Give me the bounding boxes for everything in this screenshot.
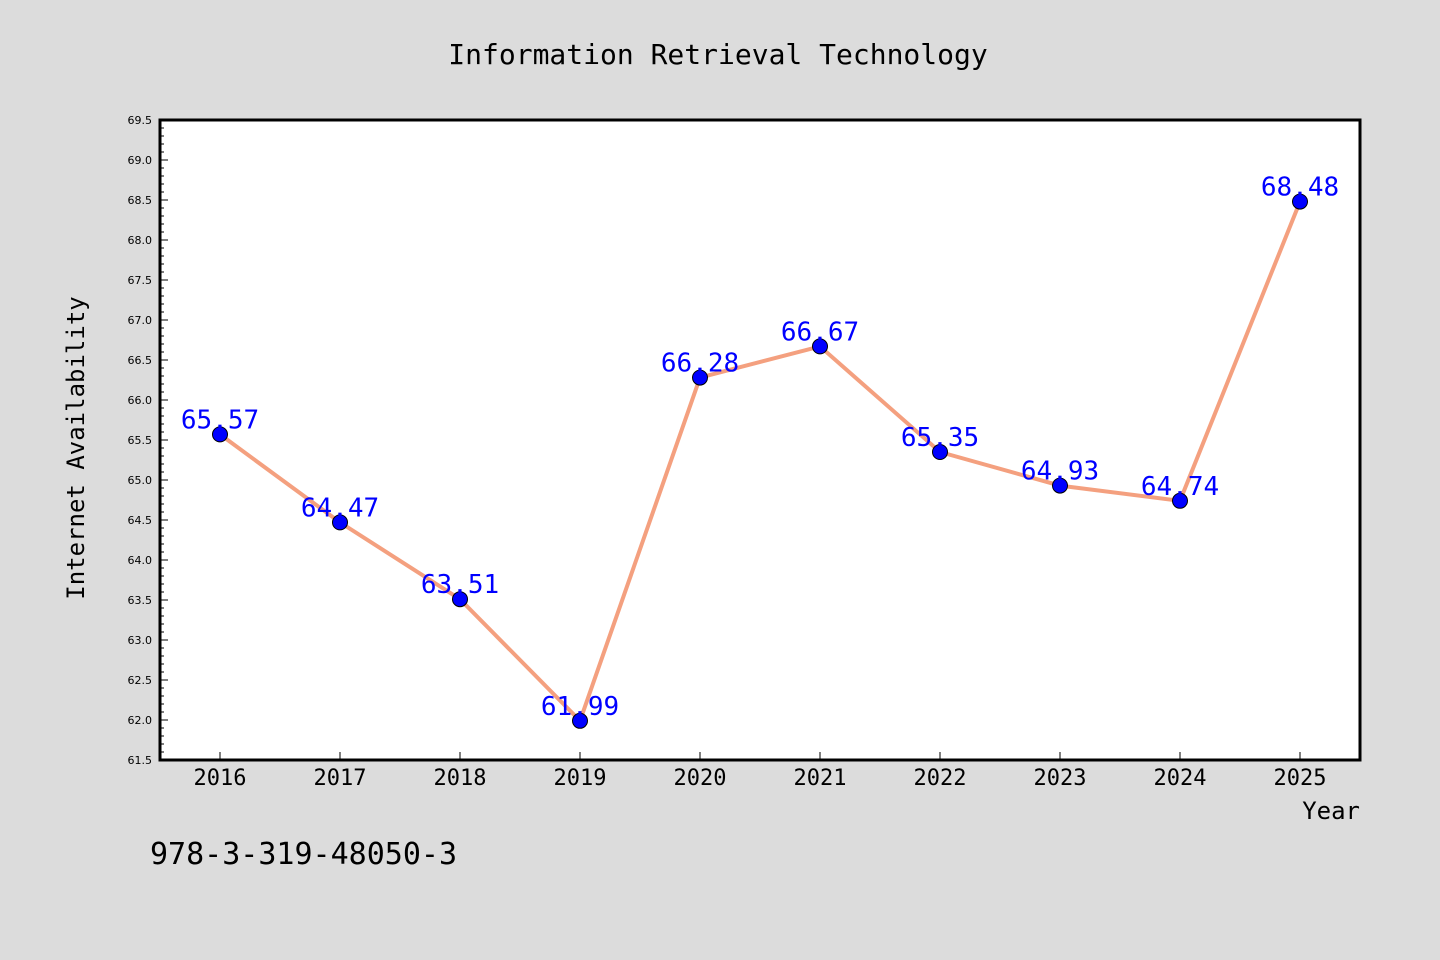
data-label: 66.67 [781, 317, 859, 347]
x-axis-label: Year [1302, 797, 1360, 825]
y-tick-label: 64.0 [128, 554, 153, 567]
data-label: 64.74 [1141, 472, 1219, 502]
data-label: 61.99 [541, 692, 619, 722]
y-tick-label: 64.5 [128, 514, 153, 527]
y-tick-label: 68.0 [128, 234, 153, 247]
y-tick-label: 65.0 [128, 474, 153, 487]
x-axis: 2016 2017 2018 2019 2020 2021 2022 2023 2024 2025 [194, 752, 1327, 791]
x-tick-label: 2020 [674, 766, 727, 791]
y-tick-label: 67.0 [128, 314, 153, 327]
series-markers [212, 193, 1308, 729]
x-tick-label: 2024 [1154, 766, 1207, 791]
data-label: 65.35 [901, 423, 979, 453]
data-point [812, 338, 828, 355]
data-point [1052, 477, 1068, 494]
data-point [212, 426, 228, 443]
data-label: 65.57 [181, 405, 259, 435]
data-point [452, 591, 468, 608]
data-point [572, 712, 588, 729]
y-tick-label: 62.5 [128, 674, 153, 687]
y-tick-label: 66.5 [128, 354, 153, 367]
data-point [692, 369, 708, 386]
data-point [1292, 193, 1308, 210]
y-tick-label: 63.5 [128, 594, 153, 607]
data-label: 68.48 [1261, 173, 1339, 203]
data-label: 66.28 [661, 349, 739, 379]
point-labels: 65.57 64.47 63.51 61.99 66.28 66.67 65.35 64.93… [181, 173, 1339, 722]
y-tick-label: 69.5 [128, 114, 153, 127]
series-line [218, 200, 1302, 725]
x-tick-label: 2021 [794, 766, 847, 791]
x-tick-label: 2022 [914, 766, 967, 791]
y-axis-label: Internet Availability [62, 296, 90, 599]
data-point [332, 514, 348, 531]
x-tick-label: 2023 [1034, 766, 1087, 791]
y-tick-label: 67.5 [128, 274, 153, 287]
y-axis: 61.5 62.0 62.5 63.0 63.5 64.0 64.5 65.0 65.5 66.0… [128, 114, 168, 767]
footer-isbn: 978-3-319-48050-3 [150, 837, 457, 872]
y-tick-label: 65.5 [128, 434, 153, 447]
y-tick-label: 68.5 [128, 194, 153, 207]
data-label: 63.51 [421, 570, 499, 600]
y-tick-label: 61.5 [128, 754, 153, 767]
y-tick-label: 66.0 [128, 394, 153, 407]
x-tick-label: 2025 [1274, 766, 1327, 791]
plot-area [158, 118, 1362, 762]
x-tick-label: 2018 [434, 766, 487, 791]
chart-title: Information Retrieval Technology [448, 38, 987, 71]
data-label: 64.47 [301, 493, 379, 523]
y-tick-label: 69.0 [128, 154, 153, 167]
data-point [1172, 492, 1188, 509]
x-tick-label: 2019 [554, 766, 607, 791]
x-tick-label: 2016 [194, 766, 247, 791]
data-label: 64.93 [1021, 457, 1099, 487]
y-tick-label: 62.0 [128, 714, 153, 727]
x-tick-label: 2017 [314, 766, 367, 791]
data-point [932, 444, 948, 460]
y-tick-label: 63.0 [128, 634, 153, 647]
